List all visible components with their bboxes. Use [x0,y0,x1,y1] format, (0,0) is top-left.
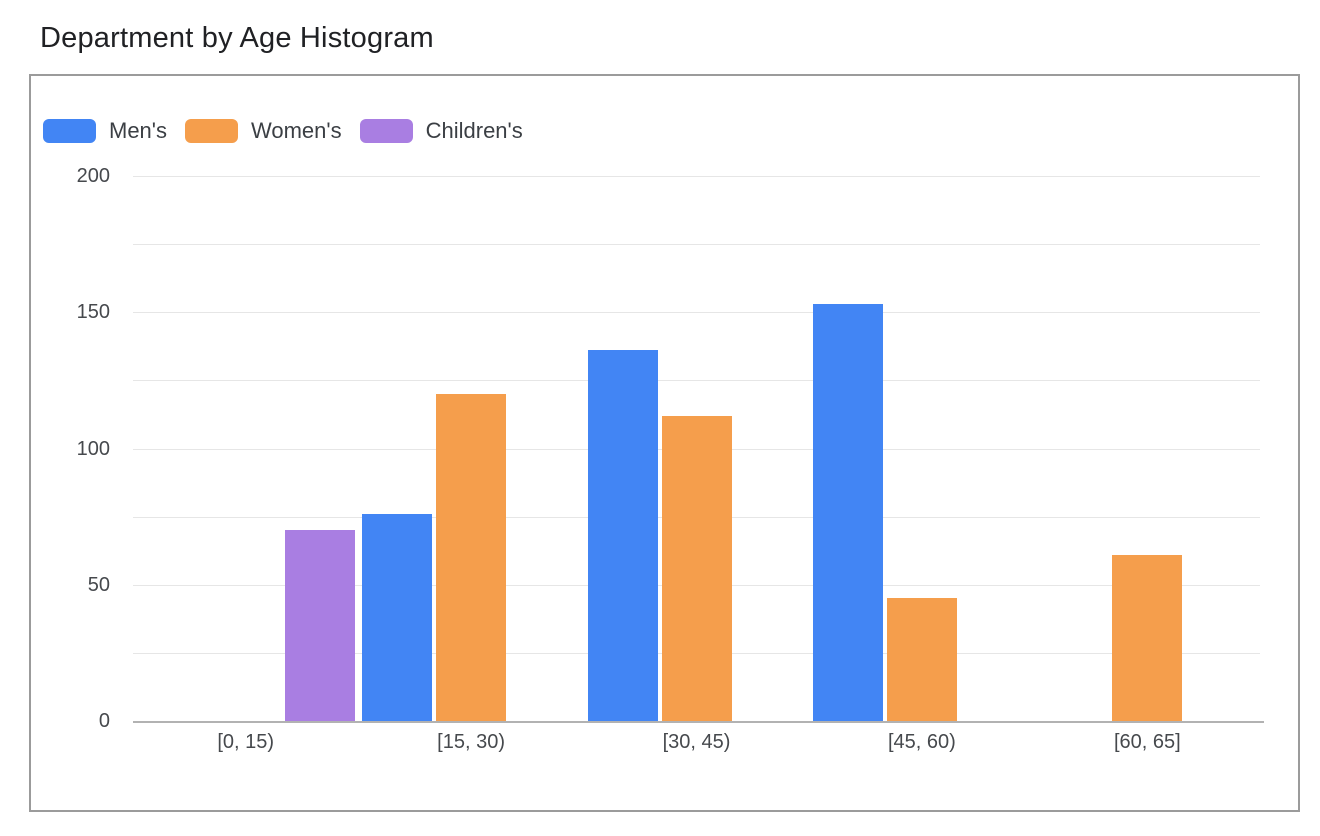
gridline [133,380,1260,382]
bar[interactable] [661,415,732,721]
legend-item-womens[interactable]: Women's [185,118,342,144]
bar[interactable] [362,513,433,721]
bar[interactable] [1112,554,1183,721]
x-axis-tick-label: [45, 60) [887,731,956,753]
bar[interactable] [284,530,355,721]
legend-label: Women's [251,118,342,143]
chart-area: Men's Women's Children's 0 50 100 150 200 [0, 1… [29,74,1300,812]
gridline [133,244,1260,246]
y-axis-tick-label: 100 [76,437,110,460]
bar[interactable] [812,304,883,721]
x-axis-line [133,721,1264,723]
x-axis-tick-label: [30, 45) [662,731,731,753]
legend-item-childrens[interactable]: Children's [359,118,523,144]
gridline [133,176,1260,177]
x-axis-tick-label: [0, 15) [217,731,275,753]
x-axis-tick-label: [15, 30) [437,731,505,753]
bar[interactable] [886,598,957,721]
bar[interactable] [436,394,507,721]
legend-swatch-icon [185,119,238,143]
legend-swatch-icon [359,119,413,143]
bar[interactable] [587,350,658,721]
y-axis-tick-label: 200 [76,165,110,187]
legend-swatch-icon [43,119,96,143]
plot-area: 0 50 100 150 200 [0, 15) [15, 30) [30, 45) [45, … [31,76,1298,810]
x-axis-tick-label: [60, 65] [1113,731,1181,753]
legend: Men's Women's Children's [43,118,523,144]
legend-item-mens[interactable]: Men's [43,118,167,144]
chart-title: Department by Age Histogram [40,22,434,54]
legend-label: Men's [109,118,167,143]
y-axis-tick-label: 150 [76,301,110,324]
legend-label: Children's [425,118,523,143]
gridline [133,312,1260,314]
y-axis-tick-label: 50 [87,573,110,596]
y-axis-tick-label: 0 [98,710,110,732]
